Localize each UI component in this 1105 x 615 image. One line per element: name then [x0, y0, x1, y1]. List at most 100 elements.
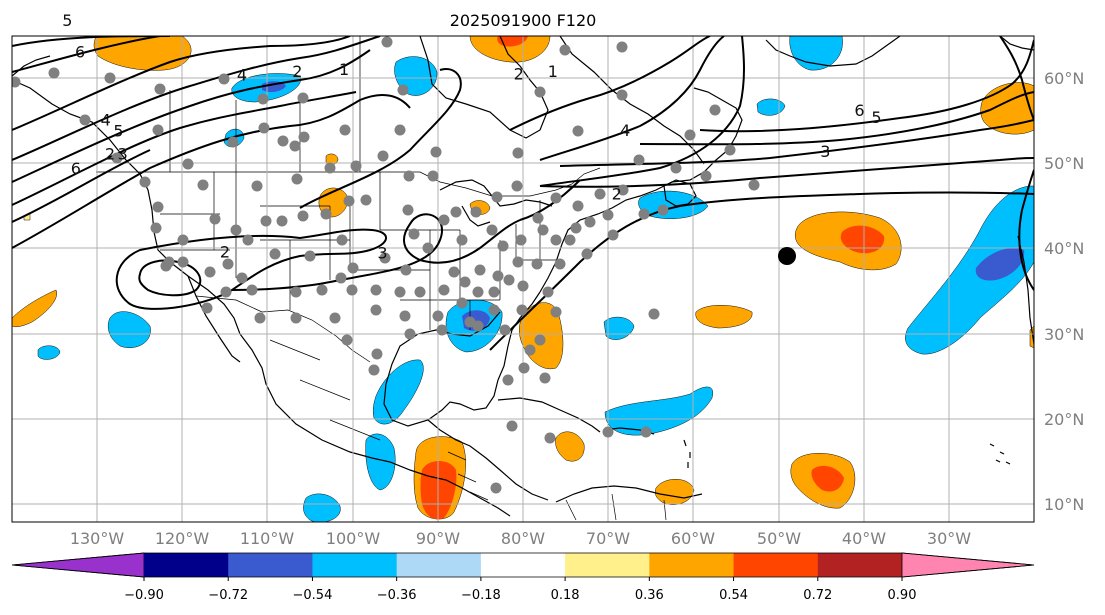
station-dot: [254, 312, 266, 324]
station-dot: [490, 482, 502, 494]
station-dot: [516, 304, 528, 316]
station-dot: [472, 320, 484, 332]
station-dot: [370, 304, 382, 316]
colorbar-segment: [649, 553, 735, 577]
labrador-coast: [559, 36, 705, 165]
lon-label-120w: 120°W: [155, 529, 210, 548]
contour-label: 2: [514, 64, 524, 83]
station-dot: [492, 270, 504, 282]
strong-positive-core: [497, 36, 528, 47]
station-dot: [320, 208, 332, 220]
station-dot: [602, 426, 614, 438]
station-dot: [368, 364, 380, 376]
station-dot: [497, 240, 509, 252]
station-dot: [104, 72, 116, 84]
lat-label-50n: 50°N: [1044, 154, 1084, 173]
negative-anomaly-region: [303, 493, 341, 522]
negative-anomaly-region: [789, 36, 843, 71]
station-dot: [518, 362, 530, 374]
contour-label: 2: [612, 185, 622, 204]
station-dot: [581, 248, 593, 260]
lon-label-100w: 100°W: [326, 529, 381, 548]
lat-label-60n: 60°N: [1044, 69, 1084, 88]
positive-anomaly-region: [695, 305, 753, 329]
station-dot: [512, 147, 524, 159]
station-dot: [511, 180, 523, 192]
station-dot: [602, 209, 614, 221]
station-dot: [700, 170, 712, 182]
lat-label-10n: 10°N: [1044, 495, 1084, 514]
contour-label: 3: [820, 142, 830, 161]
station-dot: [402, 204, 414, 216]
station-dot: [329, 312, 341, 324]
station-dot: [258, 122, 270, 134]
station-dot: [617, 184, 629, 196]
contour-line: [699, 39, 1034, 133]
station-dot: [79, 114, 91, 126]
station-dot: [422, 242, 434, 254]
station-dot: [257, 93, 269, 105]
station-dot: [491, 191, 503, 203]
station-dot: [470, 206, 482, 218]
negative-anomaly-region: [604, 386, 714, 436]
station-dot: [456, 297, 468, 309]
station-dot: [260, 215, 272, 227]
station-dot: [139, 176, 151, 188]
lon-label-130w: 130°W: [70, 529, 125, 548]
map-frame: [11, 35, 1035, 523]
station-dot: [430, 146, 442, 158]
storm-position-marker: [778, 247, 796, 265]
station-dot: [218, 73, 230, 85]
station-dot: [512, 256, 524, 268]
colorbar: −0.90 −0.72 −0.54 −0.36 −0.18 0.18 0.36 0.54 0.7…: [11, 552, 1035, 603]
mexico-state-borders: [269, 339, 381, 441]
lon-label-80w: 80°W: [501, 529, 545, 548]
station-dot: [502, 374, 514, 386]
cuba: [497, 397, 601, 433]
station-dot: [432, 310, 444, 322]
west-africa-coast: [1017, 235, 1034, 345]
contour-line: [299, 68, 462, 209]
station-dot: [201, 302, 213, 314]
station-dot: [537, 224, 549, 236]
station-dot: [347, 262, 359, 274]
contour-label: 4: [101, 111, 111, 130]
station-dot: [517, 280, 529, 292]
colorbar-segment: [228, 553, 313, 577]
station-markers: [12, 36, 760, 494]
station-dot: [394, 124, 406, 136]
station-dot: [394, 286, 406, 298]
station-dot: [436, 324, 448, 336]
station-dot: [550, 234, 562, 246]
map-gridlines: [12, 36, 1034, 522]
colorbar-segment: [480, 553, 566, 577]
negative-anomaly-region: [905, 185, 1034, 355]
contour-line: [999, 36, 1034, 121]
station-dot: [182, 158, 194, 170]
station-dot: [554, 258, 566, 270]
contour-line: [12, 36, 351, 131]
contour-lines: [12, 36, 1034, 351]
station-dot: [474, 264, 486, 276]
station-dot: [197, 179, 209, 191]
newfoundland: [663, 179, 697, 207]
station-dot: [503, 274, 515, 286]
positive-anomaly-region: [1029, 325, 1034, 349]
station-dot: [542, 286, 554, 298]
station-dot: [111, 152, 123, 164]
contour-line: [509, 36, 711, 131]
station-dot: [381, 36, 393, 48]
station-dot: [350, 160, 362, 172]
central-america-borders: [447, 451, 489, 501]
contour-line: [12, 93, 411, 249]
station-dot: [236, 272, 248, 284]
lat-label-20n: 20°N: [1044, 410, 1084, 429]
station-dot: [456, 234, 468, 246]
strong-negative-core: [975, 248, 1025, 281]
station-dot: [297, 92, 309, 104]
station-dot: [154, 83, 166, 95]
latitude-labels: 60°N 50°N 40°N 30°N 20°N 10°N: [1044, 69, 1084, 514]
contour-line: [138, 259, 202, 297]
positive-anomaly-region: [555, 431, 585, 462]
station-dot: [584, 216, 596, 228]
